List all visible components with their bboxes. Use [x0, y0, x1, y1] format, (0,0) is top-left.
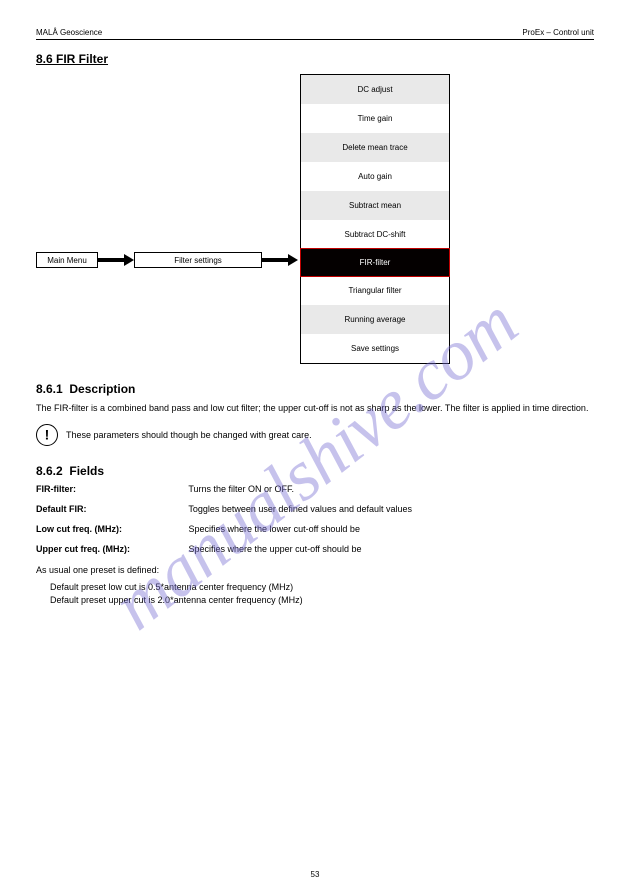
section-title: 8.6 FIR Filter: [36, 52, 594, 66]
field-desc: Turns the filter ON or OFF.: [188, 484, 294, 494]
menu-row: Subtract mean: [301, 191, 449, 220]
arrow-icon: [262, 254, 298, 266]
menu-row: Subtract DC-shift: [301, 220, 449, 249]
field-row: Default FIR: Toggles between user define…: [36, 504, 594, 514]
menu-row: Save settings: [301, 334, 449, 363]
menu-row: Auto gain: [301, 162, 449, 191]
caution-text: These parameters should though be change…: [66, 429, 312, 441]
filter-menu-diagram: Main Menu Filter settings DC adjust Time…: [36, 74, 594, 364]
field-row: Upper cut freq. (MHz): Specifies where t…: [36, 544, 594, 554]
caution-icon: [36, 424, 58, 446]
subsec-number: 8.6.1: [36, 382, 63, 396]
menu-row: Time gain: [301, 104, 449, 133]
menu-row: Triangular filter: [301, 276, 449, 305]
menu-row-selected: FIR-filter: [300, 248, 450, 277]
header-manufacturer: MALÅ Geoscience: [36, 28, 102, 37]
field-row: FIR-filter: Turns the filter ON or OFF.: [36, 484, 594, 494]
subsec-title: Fields: [69, 464, 104, 478]
subsec-number: 8.6.2: [36, 464, 63, 478]
page-footer: 53: [0, 870, 630, 879]
caution-row: These parameters should though be change…: [36, 424, 594, 446]
field-label: FIR-filter:: [36, 484, 186, 494]
field-label: Upper cut freq. (MHz):: [36, 544, 186, 554]
field-label: Default FIR:: [36, 504, 186, 514]
bullet-item: Default preset upper cut is 2.0*antenna …: [50, 595, 594, 605]
menu-row: DC adjust: [301, 75, 449, 104]
preset-bullets: Default preset low cut is 0.5*antenna ce…: [50, 582, 594, 605]
field-row: Low cut freq. (MHz): Specifies where the…: [36, 524, 594, 534]
arrow-icon: [98, 254, 134, 266]
subsec-title: Description: [69, 382, 135, 396]
description-text: The FIR-filter is a combined band pass a…: [36, 402, 594, 414]
main-menu-box: Main Menu: [36, 252, 98, 268]
subsection-8-6-1: 8.6.1 Description: [36, 382, 594, 396]
field-desc: Specifies where the lower cut-off should…: [189, 524, 360, 534]
menu-row: Running average: [301, 305, 449, 334]
menu-row: Delete mean trace: [301, 133, 449, 162]
header-product: ProEx – Control unit: [522, 28, 594, 37]
bullet-item: Default preset low cut is 0.5*antenna ce…: [50, 582, 594, 592]
filter-menu-panel: DC adjust Time gain Delete mean trace Au…: [300, 74, 450, 364]
preset-intro: As usual one preset is defined:: [36, 564, 594, 576]
filter-settings-box: Filter settings: [134, 252, 262, 268]
header-bar: MALÅ Geoscience ProEx – Control unit: [36, 28, 594, 40]
subsection-8-6-2: 8.6.2 Fields: [36, 464, 594, 478]
field-desc: Specifies where the upper cut-off should…: [189, 544, 362, 554]
field-label: Low cut freq. (MHz):: [36, 524, 186, 534]
field-desc: Toggles between user defined values and …: [188, 504, 412, 514]
